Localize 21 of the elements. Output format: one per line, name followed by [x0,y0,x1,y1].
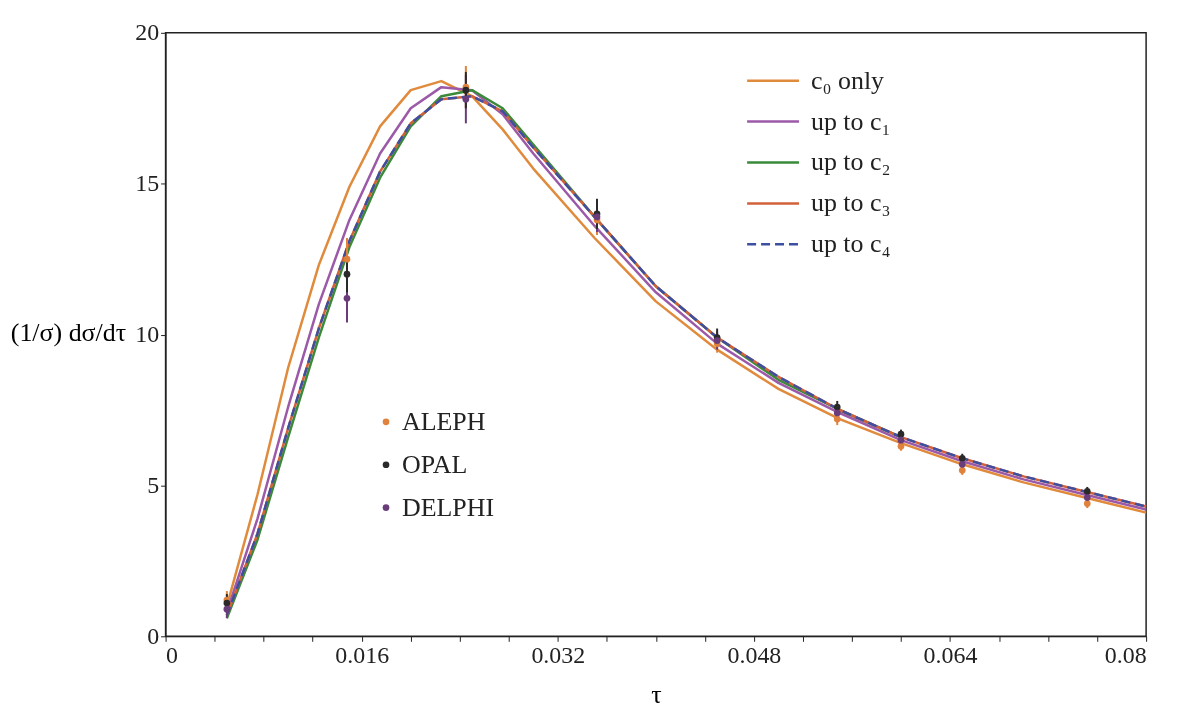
x-tick-label: 0.08 [1104,641,1147,668]
y-tick-label: 5 [147,471,160,498]
legend-label: c₀ only [810,65,885,95]
x-tick-label: 0.016 [335,641,390,668]
y-tick-label: 10 [135,321,160,348]
legend-label: up to c₁ [810,106,891,136]
legend-label: up to c₄ [810,229,891,259]
x-tick-label: 0 [166,641,179,668]
y-axis-title: (1/σ) dσ/dτ [10,317,127,347]
y-tick-label: 15 [135,170,160,197]
y-tick-label: 20 [135,19,160,46]
y-tick-label: 0 [147,622,160,649]
legend-label: up to c₃ [810,188,891,218]
legend-label: OPAL [401,449,468,479]
x-tick-label: 0.032 [531,641,586,668]
x-tick-label: 0.064 [923,641,978,668]
legend-label: ALEPH [401,406,486,436]
x-tick-label: 0.048 [727,641,782,668]
legend-label: DELPHI [401,492,495,522]
legend-label: up to c₂ [810,147,891,177]
x-axis-title: τ [651,679,662,708]
